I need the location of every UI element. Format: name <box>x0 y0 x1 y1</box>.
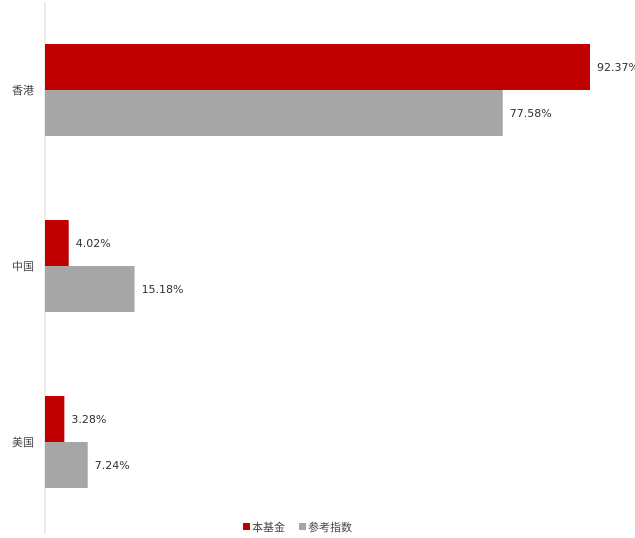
bar-index <box>45 442 88 488</box>
bar-fund <box>45 44 590 90</box>
data-label: 4.02% <box>76 237 111 250</box>
bar-index <box>45 266 135 312</box>
category-label: 中国 <box>12 260 34 273</box>
legend-label: 本基金 <box>252 520 285 534</box>
legend: 本基金 参考指数 <box>243 520 352 534</box>
data-label: 92.37% <box>597 61 635 74</box>
legend-swatch <box>299 523 306 530</box>
bar-fund <box>45 220 69 266</box>
legend-swatch <box>243 523 250 530</box>
data-label: 15.18% <box>142 283 184 296</box>
bars-group <box>45 44 590 488</box>
category-label: 美国 <box>12 436 34 449</box>
value-labels: 92.37% 77.58% 4.02% 15.18% 3.28% 7.24% <box>71 61 635 472</box>
legend-label: 参考指数 <box>308 520 352 534</box>
bar-index <box>45 90 503 136</box>
category-label: 香港 <box>12 84 34 97</box>
data-label: 7.24% <box>95 459 130 472</box>
data-label: 77.58% <box>510 107 552 120</box>
data-label: 3.28% <box>71 413 106 426</box>
bar-fund <box>45 396 65 442</box>
